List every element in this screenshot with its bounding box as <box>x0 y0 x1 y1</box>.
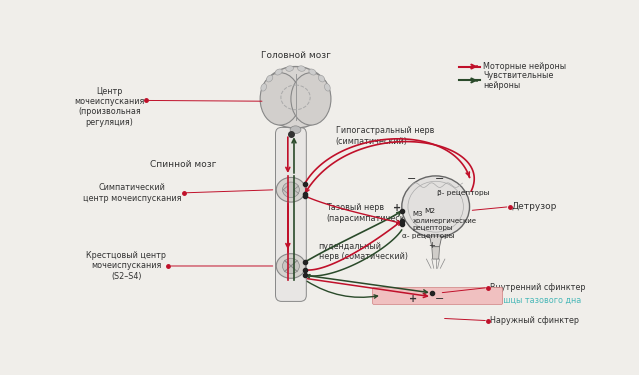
Text: +: + <box>408 294 417 304</box>
Text: М3
холинергические
рецепторы: М3 холинергические рецепторы <box>413 210 477 231</box>
Ellipse shape <box>291 73 331 125</box>
Text: Мышцы тазового дна: Мышцы тазового дна <box>489 296 581 304</box>
Text: Спинной мозг: Спинной мозг <box>150 160 216 169</box>
Ellipse shape <box>282 182 300 198</box>
Ellipse shape <box>266 75 273 82</box>
Ellipse shape <box>260 73 300 125</box>
Ellipse shape <box>261 66 330 128</box>
Text: +: + <box>393 203 401 213</box>
Text: −: − <box>406 174 416 184</box>
Ellipse shape <box>275 69 282 75</box>
Text: Головной мозг: Головной мозг <box>261 51 330 60</box>
Text: α- рецепторы: α- рецепторы <box>402 233 454 239</box>
Ellipse shape <box>309 69 316 75</box>
Ellipse shape <box>325 84 330 91</box>
Text: пудендальный
нерв (соматический): пудендальный нерв (соматический) <box>319 242 408 261</box>
Text: Крестцовый центр
мочеиспускания
(S2–S4): Крестцовый центр мочеиспускания (S2–S4) <box>86 251 166 281</box>
Ellipse shape <box>276 177 305 202</box>
Text: Внутренний сфинктер: Внутренний сфинктер <box>489 283 585 292</box>
Ellipse shape <box>282 258 300 274</box>
FancyBboxPatch shape <box>275 128 306 302</box>
Text: Моторные нейроны: Моторные нейроны <box>484 62 567 71</box>
Text: −: − <box>435 294 444 304</box>
Ellipse shape <box>318 75 325 82</box>
Text: Чувствительные
нейроны: Чувствительные нейроны <box>484 71 554 90</box>
FancyBboxPatch shape <box>373 288 503 304</box>
Text: −: − <box>435 174 444 184</box>
Polygon shape <box>429 236 442 247</box>
Ellipse shape <box>261 84 266 91</box>
Polygon shape <box>432 247 440 259</box>
Text: +: + <box>428 241 435 250</box>
Text: Центр
мочеиспускания
(произвольная
регуляция): Центр мочеиспускания (произвольная регул… <box>74 87 144 127</box>
Ellipse shape <box>286 66 293 71</box>
Text: М2: М2 <box>424 207 435 213</box>
Ellipse shape <box>298 66 305 71</box>
Ellipse shape <box>290 126 301 134</box>
Ellipse shape <box>402 176 470 237</box>
Text: β- рецепторы: β- рецепторы <box>437 190 489 196</box>
Ellipse shape <box>276 254 305 278</box>
Text: Наружный сфинктер: Наружный сфинктер <box>489 316 578 325</box>
Text: Тазовый нерв
(парасимпатический): Тазовый нерв (парасимпатический) <box>327 203 419 222</box>
Text: Симпатический
центр мочеиспускания: Симпатический центр мочеиспускания <box>83 183 181 203</box>
Text: Детрузор: Детрузор <box>511 202 557 211</box>
Text: Гипогастральный нерв
(симпатический): Гипогастральный нерв (симпатический) <box>335 126 434 146</box>
